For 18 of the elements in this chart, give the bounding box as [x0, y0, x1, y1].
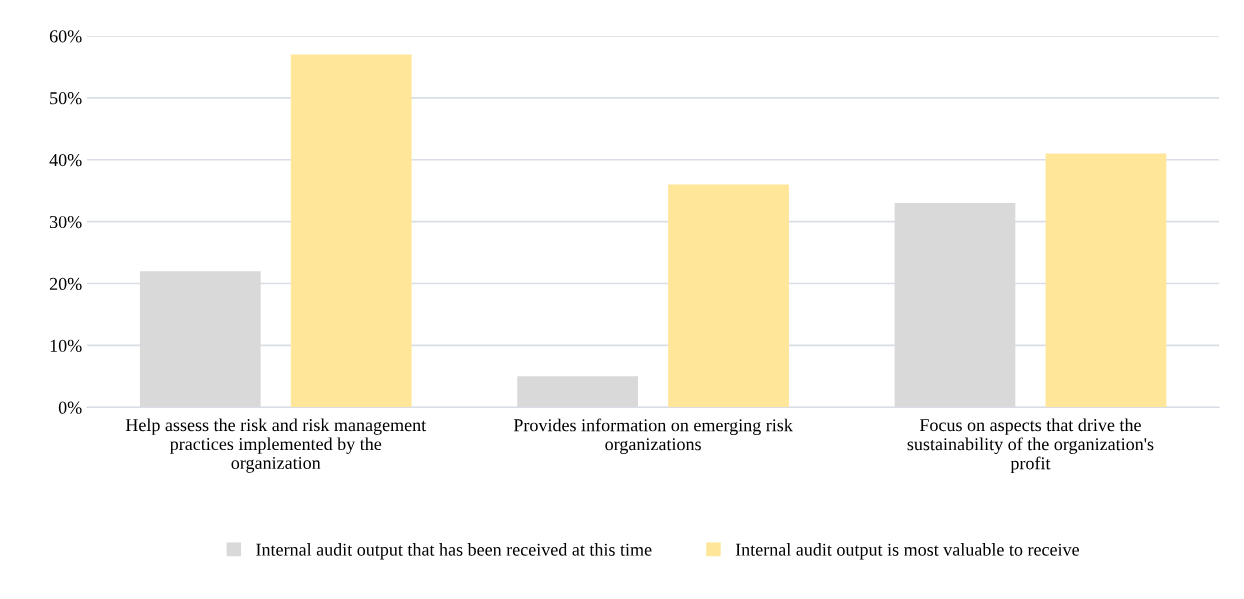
- y-tick-label: 30%: [49, 215, 82, 229]
- y-tick-label: 0%: [58, 401, 82, 414]
- bar: [139, 271, 261, 408]
- x-tick-label: Provides information on emerging risk organizations: [513, 418, 793, 454]
- y-tick-label: 20%: [49, 277, 82, 291]
- bar: [894, 203, 1016, 408]
- x-tick-label: Focus on aspects that drive the sustainability of the organization's profit: [907, 418, 1154, 474]
- y-tick-label: 10%: [50, 339, 82, 352]
- y-tick-label: 40%: [49, 153, 82, 167]
- x-tick-label: Help assess the risk and risk management practices implemented by the organization: [125, 418, 427, 473]
- legend-label: Internal audit output that has been received at this time: [256, 543, 652, 560]
- bar: [668, 184, 789, 408]
- bar: [517, 376, 639, 408]
- bar: [1045, 153, 1167, 408]
- legend-label: Internal audit output is most valuable to receive: [735, 543, 1079, 560]
- y-tick-label: 50%: [50, 92, 82, 105]
- y-tick-label: 60%: [49, 30, 82, 43]
- bar: [290, 54, 412, 408]
